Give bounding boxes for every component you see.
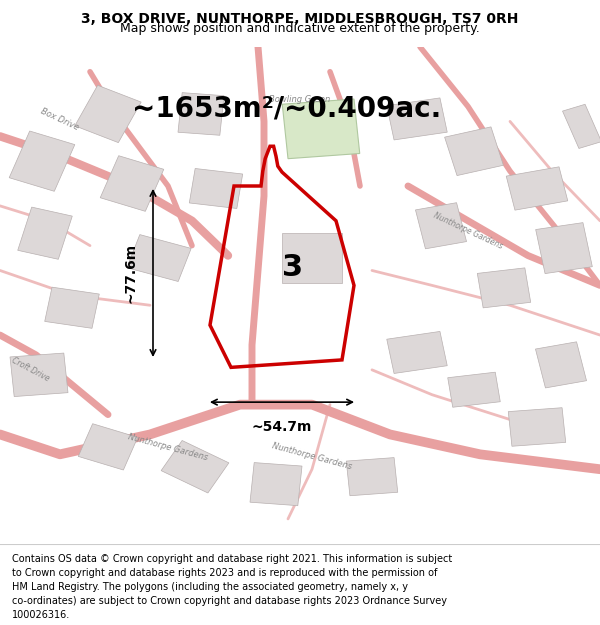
Polygon shape [346, 458, 398, 496]
Polygon shape [10, 353, 68, 396]
Polygon shape [387, 331, 447, 374]
Text: ~1653m²/~0.409ac.: ~1653m²/~0.409ac. [132, 95, 441, 123]
Text: to Crown copyright and database rights 2023 and is reproduced with the permissio: to Crown copyright and database rights 2… [12, 568, 437, 578]
Text: Croft Drive: Croft Drive [10, 356, 50, 384]
Polygon shape [161, 441, 229, 493]
Text: ~77.6m: ~77.6m [124, 243, 138, 303]
Text: ~54.7m: ~54.7m [252, 419, 312, 434]
Text: 3: 3 [282, 254, 304, 282]
Text: Map shows position and indicative extent of the property.: Map shows position and indicative extent… [120, 22, 480, 35]
Text: co-ordinates) are subject to Crown copyright and database rights 2023 Ordnance S: co-ordinates) are subject to Crown copyr… [12, 596, 447, 606]
Polygon shape [448, 372, 500, 408]
Text: HM Land Registry. The polygons (including the associated geometry, namely x, y: HM Land Registry. The polygons (includin… [12, 582, 408, 592]
Polygon shape [282, 99, 360, 159]
Polygon shape [100, 156, 164, 211]
Polygon shape [45, 287, 99, 328]
Polygon shape [536, 222, 592, 274]
Polygon shape [535, 342, 587, 388]
Text: Bowling Green: Bowling Green [269, 94, 331, 104]
Polygon shape [563, 104, 600, 149]
Text: 3, BOX DRIVE, NUNTHORPE, MIDDLESBROUGH, TS7 0RH: 3, BOX DRIVE, NUNTHORPE, MIDDLESBROUGH, … [82, 12, 518, 26]
Polygon shape [282, 233, 342, 283]
Polygon shape [415, 202, 467, 249]
Text: 100026316.: 100026316. [12, 611, 70, 621]
Polygon shape [250, 462, 302, 506]
Text: Nunthorpe Gardens: Nunthorpe Gardens [432, 211, 504, 251]
Polygon shape [75, 85, 141, 142]
Polygon shape [478, 268, 530, 308]
Polygon shape [506, 167, 568, 210]
Polygon shape [190, 169, 242, 209]
Text: Contains OS data © Crown copyright and database right 2021. This information is : Contains OS data © Crown copyright and d… [12, 554, 452, 564]
Text: Nunthorpe Gardens: Nunthorpe Gardens [271, 442, 353, 472]
Polygon shape [78, 424, 138, 470]
Text: Nunthorpe Gardens: Nunthorpe Gardens [127, 432, 209, 462]
Polygon shape [9, 131, 75, 191]
Polygon shape [387, 98, 447, 140]
Text: Box Drive: Box Drive [40, 106, 80, 132]
Polygon shape [508, 408, 566, 446]
Polygon shape [178, 92, 224, 135]
Polygon shape [127, 234, 191, 281]
Polygon shape [18, 207, 72, 259]
Polygon shape [445, 127, 503, 176]
